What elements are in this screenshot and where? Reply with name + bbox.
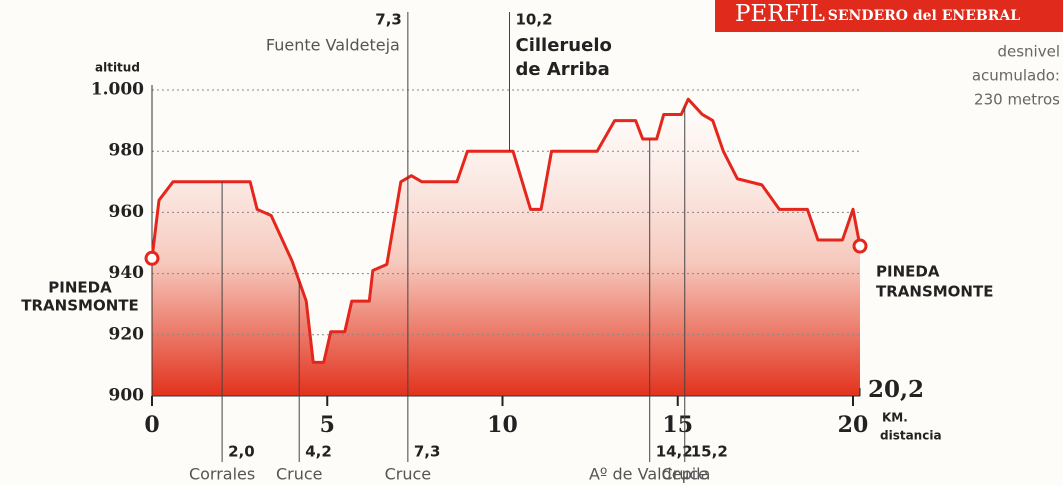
profile-line (150, 97, 862, 364)
waypoint-km: 14,2 (656, 443, 693, 461)
x-tick-label: 10 (487, 412, 518, 438)
end-distance-label: 20,2 (868, 376, 924, 403)
waypoint-km: 7,3 (414, 443, 441, 461)
end-label: TRANSMONTE (876, 283, 993, 301)
start-point (144, 250, 160, 266)
note: 230 metros (974, 91, 1060, 109)
y-tick-label: 1.000 (91, 80, 144, 100)
waypoint-name: Cruce (661, 465, 708, 484)
waypoint-km: 4,2 (305, 443, 332, 461)
note: desnivel (997, 43, 1060, 61)
chart-subtitle: · SENDERO del ENEBRAL (818, 8, 1020, 24)
x-tick-label: 20 (838, 412, 869, 438)
x-tick-label: 15 (662, 412, 693, 438)
waypoint-km: 7,3 (375, 11, 402, 29)
waypoint-name: Corrales (189, 465, 255, 484)
start-label: PINEDA (48, 279, 112, 297)
waypoint-name: Aº de Valdepila (589, 465, 710, 484)
waypoint-name: Cilleruelo (516, 35, 612, 56)
waypoint-name: Fuente Valdeteja (266, 36, 400, 55)
chart-title: PERFIL (735, 1, 825, 27)
y-tick-label: 920 (109, 324, 145, 344)
area-fill (152, 99, 860, 397)
y-tick-label: 980 (109, 141, 145, 161)
title-banner (715, 0, 1063, 32)
y-tick-label: 960 (109, 202, 145, 222)
waypoint-name: Cruce (385, 465, 432, 484)
waypoint-km: 10,2 (516, 11, 553, 29)
waypoint-km: 2,0 (228, 443, 255, 461)
start-label: TRANSMONTE (21, 297, 138, 315)
end-point (852, 238, 868, 254)
y-axis-title: altitud (95, 61, 140, 75)
waypoint-km: 15,2 (691, 443, 728, 461)
x-tick-label: 0 (144, 412, 159, 438)
note: acumulado: (972, 67, 1060, 85)
waypoint-name: de Arriba (516, 59, 610, 80)
x-axis-title: distancia (880, 429, 942, 443)
x-axis-unit: KM. (882, 411, 908, 425)
y-tick-label: 900 (109, 386, 145, 406)
waypoint-name: Cruce (276, 465, 323, 484)
y-tick-label: 940 (109, 263, 145, 283)
end-label: PINEDA (876, 263, 940, 281)
x-tick-label: 5 (320, 412, 335, 438)
